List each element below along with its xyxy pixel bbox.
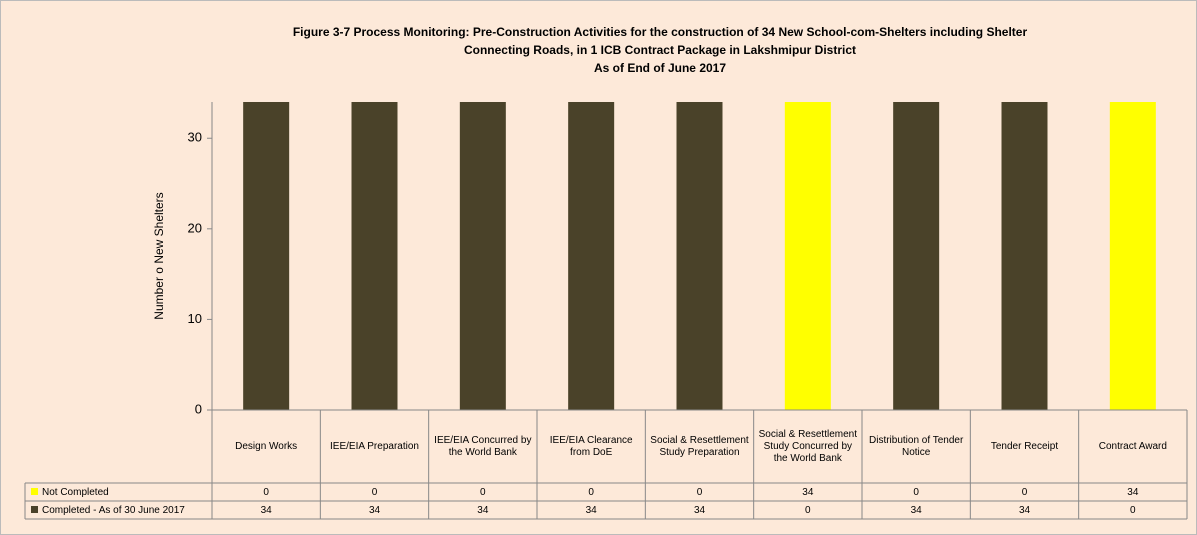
legend-swatch bbox=[31, 506, 38, 513]
category-label-box: Social & Resettlement Study Preparation bbox=[650, 434, 749, 458]
table-value: 34 bbox=[369, 505, 381, 516]
category-label: IEE/EIA Concurred by the World Bank bbox=[434, 434, 532, 458]
category-label: IEE/EIA Clearance from DoE bbox=[549, 434, 633, 458]
table-value: 34 bbox=[1127, 487, 1139, 498]
bar bbox=[568, 102, 615, 410]
table-value: 0 bbox=[372, 487, 378, 498]
table-value: 34 bbox=[261, 505, 273, 516]
table-value: 0 bbox=[805, 505, 811, 516]
category-label: Design Works bbox=[235, 440, 298, 452]
y-tick-label: 30 bbox=[188, 130, 202, 145]
category-label-box: IEE/EIA Preparation bbox=[330, 440, 419, 452]
legend-label: Not Completed bbox=[42, 487, 109, 498]
category-label-box: Distribution of Tender Notice bbox=[869, 434, 964, 458]
chart-title: Figure 3-7 Process Monitoring: Pre-Const… bbox=[293, 25, 1028, 39]
table-value: 34 bbox=[1019, 505, 1031, 516]
bar bbox=[784, 102, 831, 410]
category-label: Social & Resettlement Study Preparation bbox=[650, 434, 749, 458]
chart-title: As of End of June 2017 bbox=[594, 61, 726, 75]
chart-title: Connecting Roads, in 1 ICB Contract Pack… bbox=[464, 43, 856, 57]
category-label: Tender Receipt bbox=[990, 440, 1059, 452]
bar bbox=[459, 102, 506, 410]
category-label-box: IEE/EIA Concurred by the World Bank bbox=[434, 434, 532, 458]
table-value: 0 bbox=[1130, 505, 1136, 516]
category-label-box: Tender Receipt bbox=[990, 440, 1059, 452]
category-label: Contract Award bbox=[1098, 440, 1167, 452]
bar bbox=[893, 102, 940, 410]
table-value: 0 bbox=[588, 487, 594, 498]
table-value: 34 bbox=[694, 505, 706, 516]
category-label-box: Contract Award bbox=[1098, 440, 1167, 452]
y-tick-label: 0 bbox=[195, 401, 202, 416]
table-value: 0 bbox=[697, 487, 703, 498]
category-label: IEE/EIA Preparation bbox=[330, 440, 419, 452]
table-value: 0 bbox=[913, 487, 919, 498]
table-value: 34 bbox=[911, 505, 923, 516]
y-axis-label: Number o New Shelters bbox=[152, 192, 166, 319]
category-label: Social & Resettlement Study Concurred by… bbox=[758, 428, 858, 464]
bar bbox=[1109, 102, 1156, 410]
table-value: 34 bbox=[477, 505, 489, 516]
legend-label: Completed - As of 30 June 2017 bbox=[42, 505, 185, 516]
y-tick-label: 20 bbox=[188, 220, 202, 235]
bar bbox=[351, 102, 398, 410]
bar bbox=[1001, 102, 1048, 410]
table-value: 0 bbox=[263, 487, 269, 498]
category-label-box: Design Works bbox=[235, 440, 298, 452]
table-value: 34 bbox=[586, 505, 598, 516]
table-value: 0 bbox=[480, 487, 486, 498]
bar bbox=[676, 102, 723, 410]
legend-swatch bbox=[31, 488, 38, 495]
category-label: Distribution of Tender Notice bbox=[869, 434, 964, 458]
bar bbox=[243, 102, 290, 410]
y-tick-label: 10 bbox=[188, 311, 202, 326]
category-label-box: IEE/EIA Clearance from DoE bbox=[549, 434, 633, 458]
table-value: 0 bbox=[1022, 487, 1028, 498]
table-value: 34 bbox=[802, 487, 814, 498]
category-label-box: Social & Resettlement Study Concurred by… bbox=[758, 428, 858, 464]
